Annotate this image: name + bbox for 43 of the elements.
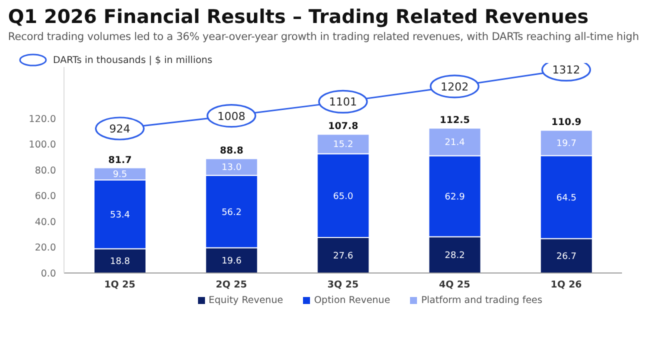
total-label: 81.7 [108,154,132,166]
chart-title: Q1 2026 Financial Results – Trading Related Revenues [8,7,590,28]
data-label: 1202 [440,80,469,94]
x-tick-label: 1Q 25 [104,280,136,291]
data-label: 53.4 [110,210,130,221]
x-tick-label: 4Q 25 [438,280,470,291]
data-label: 924 [109,122,130,136]
data-label: 1312 [552,64,580,77]
x-tick-label: 3Q 25 [327,280,359,291]
legend-label: Option Revenue [314,295,390,306]
data-label: 9.5 [112,170,128,180]
data-label: 19.7 [556,139,576,150]
data-label: 65.0 [333,192,354,202]
y-tick-label: 80.0 [34,165,56,176]
data-label: 19.6 [222,256,242,267]
legend-label: Platform and trading fees [421,295,542,306]
legend-label: Equity Revenue [208,295,284,306]
total-label: 107.8 [328,121,359,132]
chart-subtitle: Record trading volumes led to a 36% year-over-year growth in trading related revenues, with DARTs reaching all-time high [8,31,640,43]
y-tick-label: 120.0 [28,114,56,125]
y-tick-label: 20.0 [34,242,56,254]
data-label: 1101 [329,96,357,109]
total-label: 112.5 [440,115,470,126]
data-label: 64.5 [556,193,576,204]
y-tick-label: 100.0 [28,140,56,151]
data-label: 13.0 [222,163,242,174]
x-tick-label: 2Q 25 [216,280,248,291]
data-label: 18.8 [110,257,130,268]
y-tick-label: 40.0 [34,216,56,228]
total-label: 110.9 [551,117,582,128]
x-tick-label: 1Q 26 [550,280,582,291]
data-label: 26.7 [556,252,576,262]
data-label: 1008 [217,110,246,123]
data-label: 27.6 [333,251,354,262]
y-tick-label: 60.0 [34,191,56,202]
data-label: 56.2 [222,208,242,218]
data-label: 15.2 [333,140,354,150]
data-label: 28.2 [444,251,465,262]
data-label: 62.9 [444,192,466,202]
total-label: 88.8 [220,146,244,157]
data-label: 21.4 [444,138,466,148]
y-tick-label: 0.0 [40,268,56,280]
legend-label: DARTs in thousands | $ in millions [53,54,212,66]
